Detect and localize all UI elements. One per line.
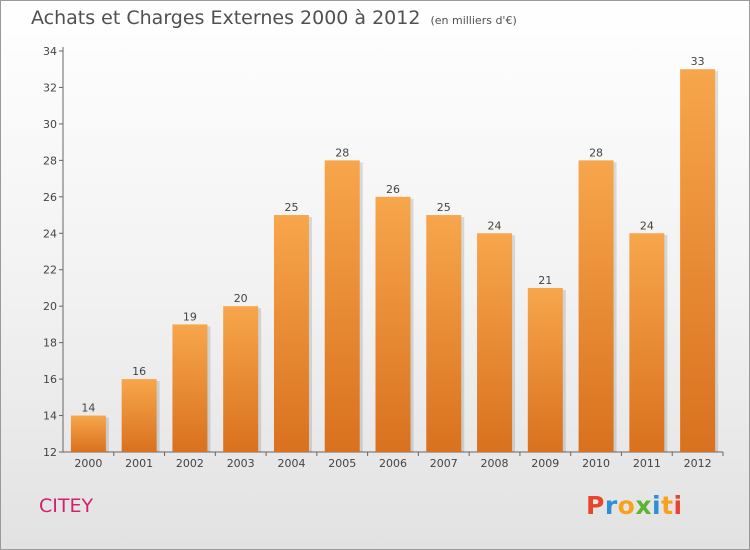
data-label: 16	[132, 365, 146, 378]
bar	[273, 215, 309, 452]
title-unit: (en milliers d'€)	[430, 14, 517, 27]
y-tick-label: 32	[43, 81, 57, 94]
data-label: 19	[183, 310, 197, 323]
x-tick-label: 2008	[481, 457, 509, 470]
x-tick-label: 2001	[125, 457, 153, 470]
y-tick-label: 18	[43, 337, 57, 350]
data-label: 24	[640, 219, 654, 232]
x-tick-label: 2010	[582, 457, 610, 470]
brand-letter: P	[586, 491, 605, 520]
data-label: 14	[81, 402, 95, 415]
y-tick-label: 28	[43, 154, 57, 167]
data-label: 26	[386, 183, 400, 196]
x-tick-label: 2009	[531, 457, 559, 470]
x-tick-label: 2004	[277, 457, 305, 470]
data-label: 24	[488, 219, 502, 232]
chart-title: Achats et Charges Externes 2000 à 2012 (e…	[31, 7, 517, 29]
bar	[426, 215, 462, 452]
y-tick-label: 12	[43, 446, 57, 459]
x-tick-label: 2002	[176, 457, 204, 470]
x-tick-label: 2000	[74, 457, 102, 470]
data-label: 25	[437, 201, 451, 214]
brand-letter: i	[652, 491, 662, 520]
brand-letter: i	[673, 491, 683, 520]
title-text: Achats et Charges Externes 2000 à 2012	[31, 7, 421, 29]
data-label: 33	[691, 55, 705, 68]
brand-letter: x	[635, 491, 652, 520]
brand-letter: r	[604, 491, 618, 520]
y-tick-label: 14	[43, 410, 57, 423]
data-label: 25	[284, 201, 298, 214]
x-tick-label: 2012	[684, 457, 712, 470]
y-tick-label: 16	[43, 373, 57, 386]
bar	[223, 306, 259, 452]
bar	[680, 69, 716, 453]
bar	[375, 196, 411, 452]
x-tick-label: 2007	[430, 457, 458, 470]
bar	[578, 160, 614, 452]
x-tick-label: 2006	[379, 457, 407, 470]
proxiti-logo[interactable]: Proxiti	[586, 491, 683, 520]
data-label: 21	[538, 274, 552, 287]
bar	[527, 287, 563, 452]
bar	[629, 233, 665, 452]
y-tick-label: 34	[43, 45, 57, 58]
data-label: 20	[234, 292, 248, 305]
data-label: 28	[335, 146, 349, 159]
city-name: CITEY	[39, 495, 94, 517]
x-tick-label: 2005	[328, 457, 356, 470]
bar	[70, 415, 106, 452]
x-tick-label: 2011	[633, 457, 661, 470]
y-tick-label: 22	[43, 264, 57, 277]
bar	[477, 233, 513, 452]
bar	[324, 160, 360, 452]
y-tick-label: 26	[43, 191, 57, 204]
brand-letter: o	[617, 491, 636, 520]
bar	[172, 324, 208, 452]
y-tick-label: 30	[43, 118, 57, 131]
y-tick-label: 20	[43, 300, 57, 313]
bars	[70, 69, 719, 453]
y-tick-label: 24	[43, 227, 57, 240]
x-tick-label: 2003	[227, 457, 255, 470]
data-label: 28	[589, 146, 603, 159]
bar	[121, 379, 157, 452]
brand-letter: t	[661, 491, 674, 520]
data-labels: 2000 14 2001 16 2002 19 2003 20 2004 25 2005 28 2006…	[74, 55, 711, 470]
